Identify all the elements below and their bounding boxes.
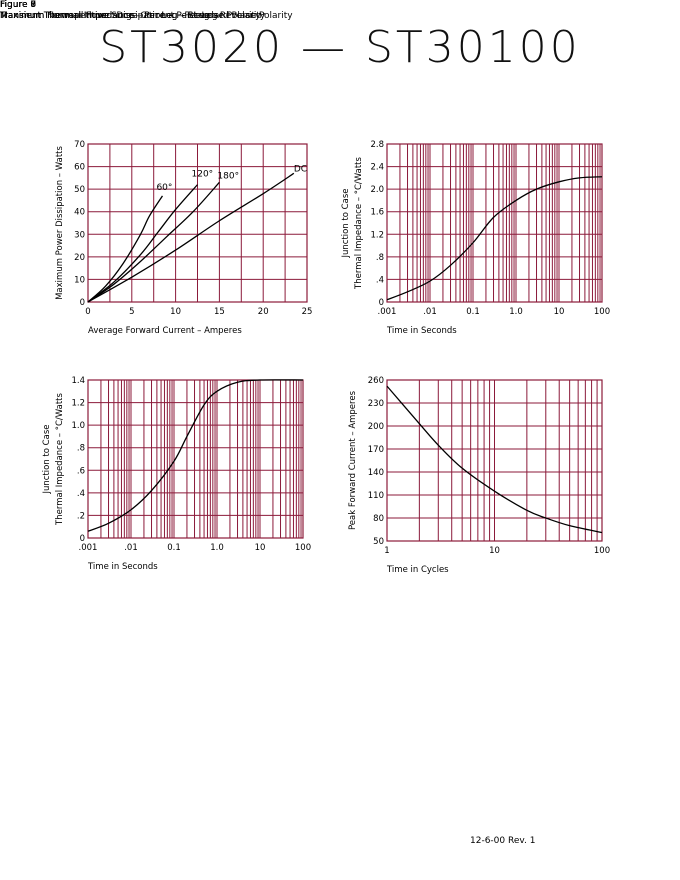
y-tick-label: .4: [376, 275, 384, 285]
x-tick-label: 10: [554, 307, 565, 317]
y-tick-label: 10: [74, 275, 85, 285]
y-axis-label: Thermal Impedance – °C/Watts: [55, 392, 65, 525]
y-tick-label: 1.2: [71, 399, 85, 409]
y-axis-label: Junction to Case: [341, 189, 351, 259]
y-tick-label: 1.2: [370, 230, 384, 240]
fig6-chart: 0 5 10 15 20 25 0 10 20 30 40 50 60 70 Average Forward…: [55, 140, 312, 336]
x-tick-label: 20: [258, 307, 269, 317]
series-line-120: [87, 184, 198, 303]
x-tick-label: 10: [255, 543, 266, 553]
x-tick-label: 5: [129, 307, 134, 317]
plot-frame: [87, 143, 308, 303]
x-tick-label: 0.1: [167, 543, 181, 553]
series-line: [386, 385, 603, 534]
y-tick-label: 170: [368, 445, 384, 455]
y-axis-label: Thermal Impedance – °C/Watts: [354, 156, 364, 289]
x-tick-label: .01: [423, 307, 437, 317]
y-tick-label: 40: [74, 208, 85, 218]
x-tick-label: 15: [214, 307, 225, 317]
fig8-chart: .001 .01 0.1 1.0 10 100 0 .4 .8 1.2 1.6 2.0 2.4 2.8 Ti…: [341, 140, 610, 336]
y-tick-label: 1.6: [370, 208, 384, 218]
figure-number: Figure 6: [0, 0, 37, 10]
y-tick-label: 0: [80, 298, 85, 308]
x-axis-label: Time in Seconds: [87, 562, 158, 572]
figure-title: Transient Thermal Impedance – Per Leg – …: [0, 11, 261, 21]
y-tick-label: 1.0: [71, 421, 85, 431]
series-line: [386, 176, 603, 301]
y-tick-label: 0: [80, 534, 85, 544]
fig7-chart: .001 .01 0.1 1.0 10 100 0 .2 .4 .6 .8 1.0 1.2 1.4 Time…: [42, 376, 311, 572]
x-tick-label: 100: [295, 543, 311, 553]
y-tick-label: .2: [77, 511, 85, 521]
plot-frame: [87, 379, 304, 539]
x-tick-label: 100: [594, 307, 610, 317]
figure-title: Maximum Nonrepetitive Surge Current – Pe…: [0, 11, 218, 21]
series-label: 120°: [192, 170, 214, 180]
figure-number: Figure 8: [0, 0, 37, 10]
figure-number: Figure 9: [0, 0, 37, 10]
y-tick-label: 50: [74, 185, 85, 195]
x-axis-label: Time in Cycles: [386, 565, 449, 575]
x-tick-label: .01: [124, 543, 138, 553]
y-tick-label: 0: [379, 298, 384, 308]
x-tick-label: .001: [79, 543, 98, 553]
y-tick-label: 110: [368, 491, 384, 501]
series-line-180: [87, 181, 220, 303]
y-tick-label: 60: [74, 163, 85, 173]
y-tick-label: 260: [368, 376, 384, 386]
series-label: 60°: [156, 183, 172, 193]
page-title: ST3020 — ST30100: [99, 22, 581, 73]
series-label: DC: [294, 164, 307, 174]
y-tick-label: .8: [77, 444, 85, 454]
x-tick-label: 10: [170, 307, 181, 317]
y-tick-label: 30: [74, 230, 85, 240]
x-tick-label: 100: [594, 546, 610, 556]
y-tick-label: 140: [368, 468, 384, 478]
series-line-dc: [87, 172, 295, 303]
series-line: [87, 379, 304, 532]
y-tick-label: .4: [77, 489, 85, 499]
x-tick-label: 0.1: [466, 307, 480, 317]
y-tick-label: 230: [368, 399, 384, 409]
y-tick-label: 1.4: [71, 376, 85, 386]
x-tick-label: 1: [384, 546, 389, 556]
x-axis-label: Average Forward Current – Amperes: [88, 326, 242, 336]
y-tick-label: 50: [373, 537, 384, 547]
y-axis-label: Maximum Power Dissipation – Watts: [55, 146, 65, 300]
x-axis-label: Time in Seconds: [386, 326, 457, 336]
x-tick-label: .001: [378, 307, 397, 317]
plot-frame: [386, 379, 603, 542]
y-tick-label: 20: [74, 253, 85, 263]
figure-title: Transient Thermal Impedance – Per Leg – …: [0, 11, 266, 21]
y-tick-label: .8: [376, 253, 384, 263]
figure-number: Figure 7: [0, 0, 37, 10]
series-line-60: [87, 195, 164, 303]
y-tick-label: 2.4: [370, 163, 384, 173]
x-tick-label: 10: [489, 546, 500, 556]
revision-footer: 12-6-00 Rev. 1: [470, 836, 536, 846]
plot-frame: [386, 143, 603, 303]
x-tick-label: 1.0: [210, 543, 224, 553]
y-axis-label: Peak Forward Current – Amperes: [348, 390, 358, 530]
x-tick-label: 1.0: [509, 307, 523, 317]
y-axis-label: Junction to Case: [42, 425, 52, 495]
x-tick-label: 0: [85, 307, 90, 317]
figure-title: Maximum Forward Power Dissipation – Per …: [0, 11, 293, 21]
y-tick-label: .6: [77, 466, 85, 476]
y-tick-label: 80: [373, 514, 384, 524]
y-tick-label: 2.8: [370, 140, 384, 150]
y-tick-label: 2.0: [370, 185, 384, 195]
series-label: 180°: [217, 171, 239, 181]
y-tick-label: 70: [74, 140, 85, 150]
x-tick-label: 25: [302, 307, 313, 317]
y-tick-label: 200: [368, 422, 384, 432]
